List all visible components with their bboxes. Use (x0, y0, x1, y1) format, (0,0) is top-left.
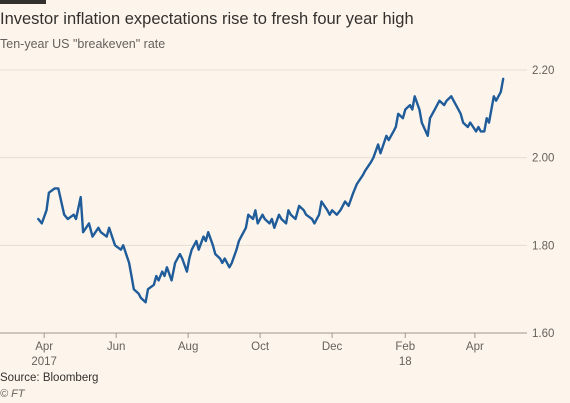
y-tick-label-2.00: 2.00 (532, 153, 554, 165)
x-tick-label-1: Jun (107, 341, 126, 353)
x-axis: Apr 2017 Jun Aug Oct Dec Feb 18 Apr (31, 333, 484, 368)
series-layer (37, 77, 505, 304)
y-axis: 2.20 2.00 1.80 1.60 (532, 65, 554, 340)
x-tick-label-6: Apr (466, 341, 484, 353)
series-line-0 (37, 77, 505, 304)
x-tick-label-4: Dec (322, 341, 343, 353)
ft-credit: © FT (0, 388, 25, 400)
source-note: Source: Bloomberg (0, 372, 99, 384)
x-tick-label-2: Aug (178, 341, 198, 353)
y-tick-label-1.80: 1.80 (532, 240, 554, 252)
grid-lines (0, 69, 527, 334)
y-tick-label-1.60: 1.60 (532, 328, 554, 340)
y-tick-label-2.20: 2.20 (532, 65, 554, 77)
chart-subtitle: Ten-year US "breakeven" rate (0, 37, 166, 51)
top-accent-rule (0, 0, 46, 4)
x-tick-label-3: Oct (251, 341, 270, 353)
x-tick-label-0: Apr (35, 341, 53, 353)
x-tick-label-5: Feb (395, 341, 415, 353)
chart-title: Investor inflation expectations rise to … (0, 10, 414, 28)
x-tick-sublabel-0: 2017 (31, 356, 57, 368)
x-tick-sublabel-5: 18 (399, 356, 412, 368)
